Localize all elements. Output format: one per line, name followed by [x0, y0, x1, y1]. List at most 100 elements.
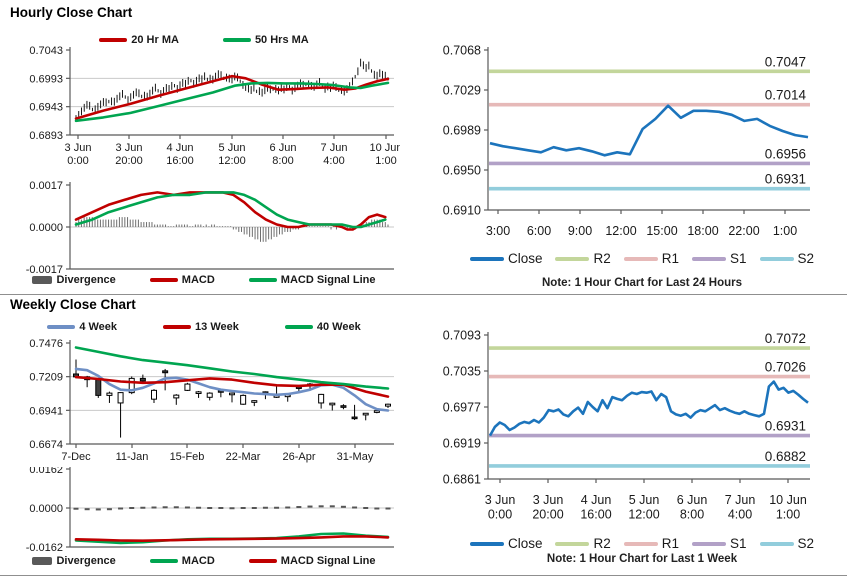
legend-item-close: Close: [469, 536, 543, 551]
s1-line-swatch: [692, 256, 726, 261]
weekly-macd-series-macd-signal-line: [74, 535, 390, 542]
svg-text:0.7047: 0.7047: [765, 54, 806, 69]
hourly-macd-axes: 0.0017 0.0000 -0.0017: [26, 180, 394, 276]
section-divider: [0, 294, 847, 295]
hourly-macd-divergence: [75, 217, 389, 242]
legend-label: S2: [797, 536, 815, 551]
svg-text:0.6977: 0.6977: [443, 401, 481, 415]
legend-item-r2: R2: [555, 251, 611, 266]
weekly-macd-chart: 0.0162 0.0000 -0.0162 Divergence MACD MACD Si…: [8, 467, 400, 577]
svg-text:0.6989: 0.6989: [443, 124, 481, 138]
hourly-macd-series-macd-signal-line: [74, 191, 387, 229]
svg-text:0.7035: 0.7035: [443, 365, 481, 379]
r2-line-swatch: [555, 541, 590, 546]
hourly-pivot-legend: Close R2 R1 S1 S2: [440, 251, 844, 266]
weekly-price-chart: 0.7476 0.7209 0.6941 0.6674 7-Dec 11-Jan 15-Fe…: [8, 315, 400, 467]
legend-item-r1: R1: [623, 536, 679, 551]
svg-text:6:00: 6:00: [527, 224, 551, 238]
legend-label: Close: [507, 251, 543, 266]
s1-line-swatch: [692, 541, 726, 546]
hourly-pivot-note: Note: 1 Hour Chart for Last 24 Hours: [542, 277, 742, 289]
legend-label: Close: [507, 536, 543, 551]
hourly-pivot-chart: 0.7047 0.7014 0.6956 0.6931 0.7068 0.7029 0.69…: [440, 32, 844, 294]
svg-text:15:00: 15:00: [646, 224, 677, 238]
macd-line-swatch: [149, 278, 178, 282]
svg-text:0.6931: 0.6931: [765, 172, 806, 187]
13-week-line-swatch: [163, 325, 192, 329]
hourly-pivot-axes: 0.7068 0.7029 0.6989 0.6950 0.6910 3:00 6:00 9:…: [443, 44, 810, 238]
legend-item-s2: S2: [759, 251, 815, 266]
legend-item-s2: S2: [759, 536, 815, 551]
hourly-price-legend: 20 Hr MA 50 Hrs MA: [8, 34, 400, 46]
legend-label: R1: [661, 251, 679, 266]
20-hr-ma-line-swatch: [99, 38, 128, 42]
macd-line-swatch: [149, 559, 178, 563]
legend-label: MACD: [181, 274, 215, 286]
weekly-macd-legend: Divergence MACD MACD Signal Line: [8, 555, 400, 567]
svg-text:0.0000: 0.0000: [29, 222, 63, 234]
svg-text:0.6943: 0.6943: [29, 102, 63, 114]
legend-label: 40 Week: [316, 321, 361, 333]
legend-item-13-week: 13 Week: [163, 321, 239, 333]
legend-label: S2: [797, 251, 815, 266]
close-line-swatch: [469, 541, 504, 546]
hourly-pivot-close-line: [489, 104, 809, 157]
svg-text:0.0000: 0.0000: [29, 503, 63, 515]
weekly-pivot-chart: 0.7072 0.7026 0.6931 0.6882 0.7093 0.7035 0.69…: [440, 318, 844, 580]
svg-text:31-May: 31-May: [337, 451, 374, 463]
legend-item-macd-signal-line: MACD Signal Line: [248, 274, 376, 286]
weekly-pivot-axes: 0.7093 0.7035 0.6977 0.6919 0.6861 3 Jun 0:00 3…: [443, 329, 810, 522]
svg-text:0.6993: 0.6993: [29, 73, 63, 85]
svg-text:0.6919: 0.6919: [443, 437, 481, 451]
legend-label: MACD Signal Line: [280, 555, 376, 567]
weekly-price-series-4-week: [74, 367, 390, 412]
svg-text:1:00: 1:00: [773, 224, 797, 238]
svg-text:0.7209: 0.7209: [29, 372, 63, 384]
r1-line-swatch: [623, 541, 658, 546]
svg-text:0.7026: 0.7026: [765, 360, 806, 375]
weekly-macd-axes: 0.0162 0.0000 -0.0162: [26, 467, 394, 554]
svg-text:18:00: 18:00: [687, 224, 718, 238]
legend-item-20-hr-ma: 20 Hr MA: [99, 34, 179, 46]
legend-label: S1: [730, 251, 747, 266]
svg-text:22-Mar: 22-Mar: [226, 451, 261, 463]
svg-text:12:00: 12:00: [605, 224, 636, 238]
svg-text:0.7476: 0.7476: [29, 338, 63, 350]
macd-signal-line-line-swatch: [248, 278, 277, 282]
legend-label: 4 Week: [79, 321, 118, 333]
legend-label: Divergence: [56, 274, 116, 286]
svg-text:9:00: 9:00: [568, 224, 592, 238]
s2-line-swatch: [759, 541, 794, 546]
legend-item-divergence: Divergence: [32, 555, 116, 567]
svg-text:0.7068: 0.7068: [443, 44, 481, 58]
legend-label: 13 Week: [195, 321, 239, 333]
r2-line-swatch: [555, 256, 590, 261]
svg-text:0.0162: 0.0162: [29, 467, 63, 476]
svg-text:0.7072: 0.7072: [765, 331, 806, 346]
4-week-line-swatch: [47, 325, 76, 329]
legend-label: R2: [593, 536, 611, 551]
svg-text:0.6941: 0.6941: [29, 405, 63, 417]
legend-item-s1: S1: [692, 251, 747, 266]
bottom-divider: [0, 575, 847, 576]
weekly-macd-plot: 0.0162 0.0000 -0.0162: [26, 467, 394, 554]
close-line-swatch: [469, 256, 504, 261]
svg-text:0.7014: 0.7014: [765, 88, 807, 103]
svg-text:26-Apr: 26-Apr: [282, 451, 315, 463]
legend-item-divergence: Divergence: [32, 274, 116, 286]
svg-text:15-Feb: 15-Feb: [170, 451, 205, 463]
